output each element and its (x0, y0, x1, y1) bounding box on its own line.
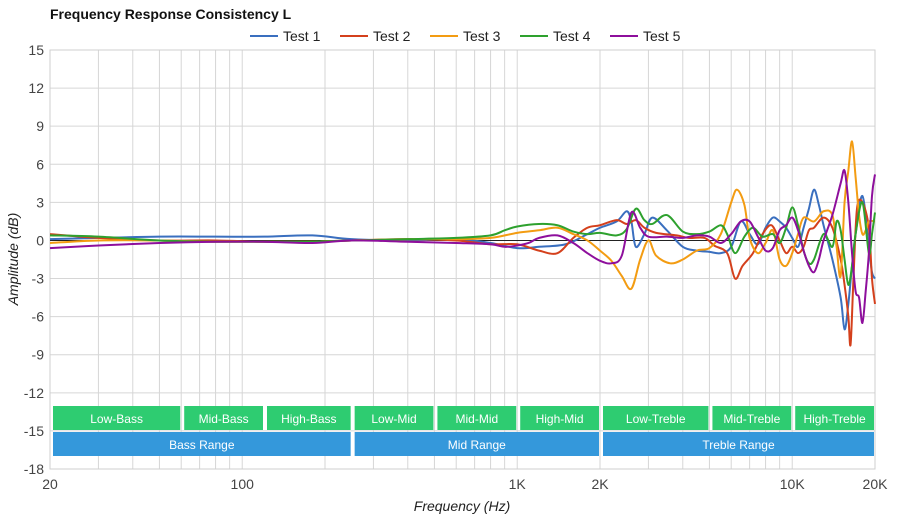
y-tick-label: -6 (32, 309, 45, 325)
y-tick-label: 9 (36, 118, 44, 134)
legend-label: Test 1 (283, 28, 321, 44)
band-mid-treble: Mid-Treble (712, 406, 792, 430)
x-tick-label: 1K (509, 476, 527, 492)
band-rect (354, 406, 434, 430)
band-low-treble: Low-Treble (603, 406, 709, 430)
legend: Test 1 Test 2 Test 3 Test 4 Test 5 (250, 28, 681, 44)
band-rect (354, 432, 599, 456)
series-line-test-2 (49, 198, 876, 347)
plot-area (49, 140, 876, 347)
band-label: Low-Mid (371, 412, 416, 426)
band-label: Low-Treble (626, 412, 686, 426)
band-mid-bass: Mid-Bass (184, 406, 263, 430)
x-tick-label: 20 (42, 476, 58, 492)
band-rect (795, 406, 874, 430)
band-label: Low-Bass (90, 412, 143, 426)
band-label: Treble Range (702, 438, 775, 452)
frequency-bands: Low-Bass Mid-Bass High-Bass Low-Mid Mid-Mid H… (53, 406, 874, 456)
band-label: Mid-Treble (723, 412, 780, 426)
x-tick-label: 100 (231, 476, 255, 492)
band-rect (603, 432, 874, 456)
band-rect (437, 406, 517, 430)
band-mid-range: Mid Range (354, 432, 599, 456)
legend-item-test-2: Test 2 (340, 28, 411, 44)
band-high-treble: High-Treble (795, 406, 874, 430)
band-rect (266, 406, 351, 430)
y-tick-label: 3 (36, 194, 44, 210)
y-tick-label: -3 (32, 271, 45, 287)
band-rect (53, 406, 181, 430)
x-tick-label: 2K (591, 476, 609, 492)
x-axis-label: Frequency (Hz) (414, 498, 510, 514)
band-label: Mid Range (448, 438, 506, 452)
band-bass-range: Bass Range (53, 432, 351, 456)
y-axis-label: Amplitude (dB) (5, 213, 21, 307)
legend-item-test-3: Test 3 (430, 28, 501, 44)
y-tick-label: -18 (24, 461, 44, 477)
y-tick-label: 6 (36, 156, 44, 172)
legend-item-test-1: Test 1 (250, 28, 321, 44)
series-line-test-5 (49, 168, 876, 324)
band-low-bass: Low-Bass (53, 406, 181, 430)
band-label: High-Bass (281, 412, 336, 426)
y-tick-label: 15 (28, 42, 44, 58)
x-tick-label: 10K (780, 476, 806, 492)
band-low-mid: Low-Mid (354, 406, 434, 430)
series-line-test-4 (49, 201, 876, 286)
plot-border (49, 49, 876, 470)
band-high-bass: High-Bass (266, 406, 351, 430)
y-tick-label: -9 (32, 347, 45, 363)
x-tick-label: 20K (863, 476, 889, 492)
y-tick-label: 12 (28, 80, 44, 96)
legend-label: Test 2 (373, 28, 411, 44)
legend-label: Test 3 (463, 28, 501, 44)
band-high-mid: High-Mid (520, 406, 599, 430)
legend-label: Test 5 (643, 28, 681, 44)
y-tick-label: -15 (24, 423, 44, 439)
x-axis-ticks: 20 100 1K 2K 10K 20K (42, 476, 888, 492)
band-label: Mid-Mid (455, 412, 498, 426)
chart-title: Frequency Response Consistency L (50, 6, 292, 22)
legend-item-test-4: Test 4 (520, 28, 591, 44)
band-rect (520, 406, 599, 430)
y-tick-label: -12 (24, 385, 44, 401)
y-tick-label: 0 (36, 232, 44, 248)
band-rect (53, 432, 351, 456)
y-axis-ticks: 15 12 9 6 3 0 -3 -6 -9 -12 -15 -18 (24, 42, 44, 477)
band-rect (603, 406, 709, 430)
band-label: Bass Range (169, 438, 235, 452)
band-label: Mid-Bass (199, 412, 249, 426)
band-rect (184, 406, 263, 430)
legend-label: Test 4 (553, 28, 591, 44)
series-line-test-3 (49, 140, 876, 291)
band-rect (712, 406, 792, 430)
band-treble-range: Treble Range (603, 432, 874, 456)
legend-item-test-5: Test 5 (610, 28, 681, 44)
series-line-test-1 (49, 188, 876, 331)
band-label: High-Mid (536, 412, 584, 426)
band-label: High-Treble (803, 412, 866, 426)
band-mid-mid: Mid-Mid (437, 406, 517, 430)
